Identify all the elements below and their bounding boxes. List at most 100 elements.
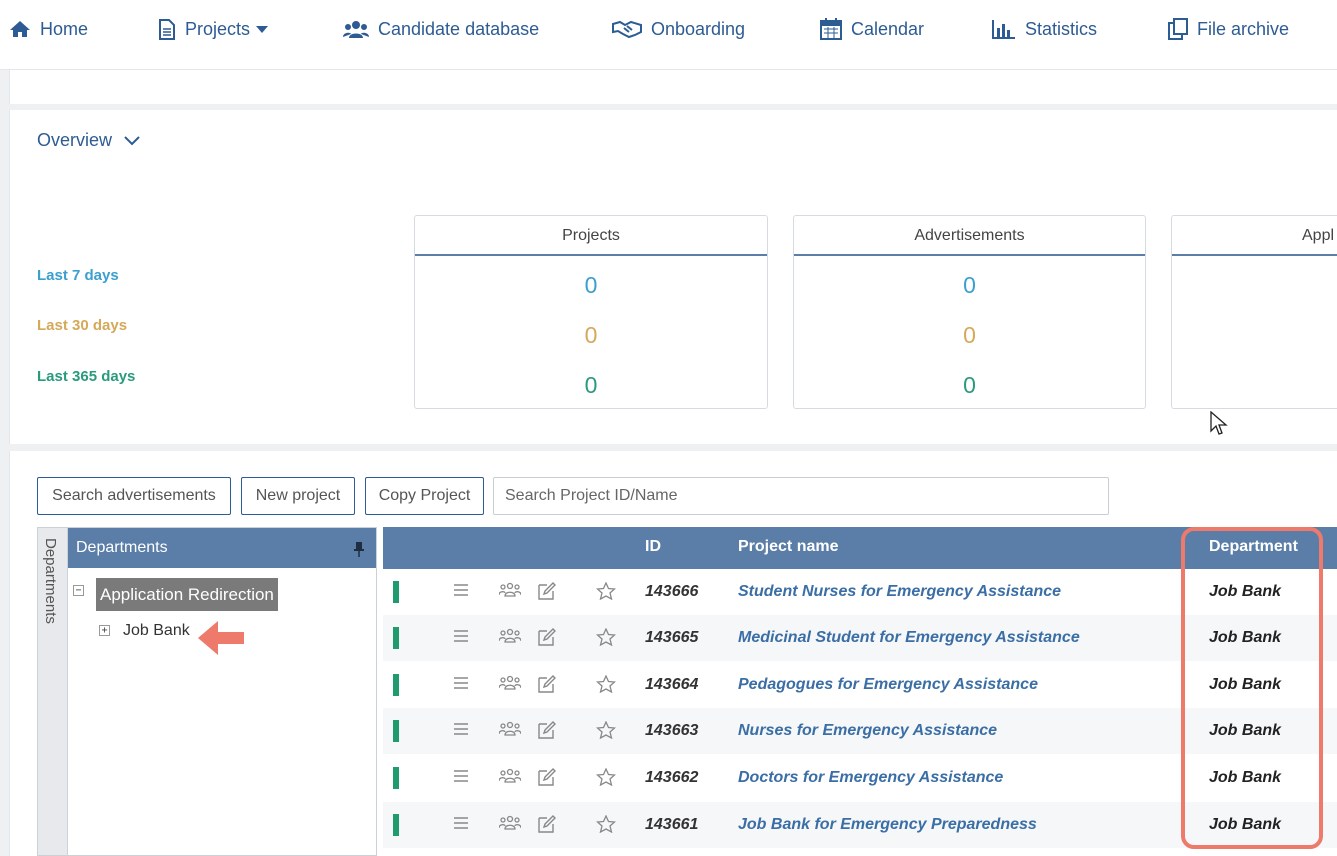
stat-value-365-days: 0 [584, 372, 598, 398]
nav-calendar-label: Calendar [851, 18, 925, 39]
period-last-7-days: Last 7 days [37, 267, 119, 284]
edit-icon[interactable] [537, 582, 557, 600]
nav-onboarding-label: Onboarding [651, 18, 746, 39]
tree-node-job-bank[interactable]: Job Bank [123, 622, 190, 639]
home-icon [10, 21, 30, 37]
departments-side-tab-label: Departments [42, 538, 59, 624]
menu-icon[interactable] [453, 721, 469, 737]
project-name-link[interactable]: Medicinal Student for Emergency Assistan… [738, 629, 1080, 646]
search-advertisements-button[interactable]: Search advertisements [37, 477, 231, 515]
overview-toggle[interactable]: Overview [37, 130, 140, 151]
status-indicator [393, 581, 399, 603]
star-icon[interactable] [596, 815, 616, 833]
pin-icon[interactable] [354, 541, 364, 557]
team-icon[interactable] [499, 675, 521, 691]
project-name-link[interactable]: Student Nurses for Emergency Assistance [738, 583, 1062, 600]
project-department: Job Bank [1209, 583, 1282, 600]
project-name-link[interactable]: Nurses for Emergency Assistance [738, 722, 998, 739]
stat-card-applications: Appl [1171, 215, 1337, 409]
annotation-arrow-icon [198, 621, 244, 655]
menu-icon[interactable] [453, 768, 469, 784]
chevron-down-icon [124, 135, 140, 145]
column-id[interactable]: ID [645, 538, 661, 555]
nav-candidate-database-label: Candidate database [378, 18, 540, 39]
stat-card-title: Projects [415, 216, 767, 256]
edit-icon[interactable] [537, 675, 557, 693]
team-icon[interactable] [499, 628, 521, 644]
edit-icon[interactable] [537, 628, 557, 646]
table-row[interactable]: 143662 Doctors for Emergency Assistance … [383, 755, 1337, 801]
project-department: Job Bank [1209, 722, 1282, 739]
new-project-button[interactable]: New project [241, 477, 355, 515]
stat-card-advertisements: Advertisements 0 0 0 [793, 215, 1146, 409]
nav-file-archive-label: File archive [1197, 18, 1290, 39]
edit-icon[interactable] [537, 721, 557, 739]
project-id: 143666 [645, 583, 699, 600]
handshake-icon [612, 20, 642, 39]
nav-home[interactable]: Home [9, 17, 88, 41]
departments-tree-header: Departments [68, 528, 376, 568]
projects-grid: ID Project name Department 143666 Studen… [383, 527, 1337, 856]
stat-value-365-days: 0 [963, 372, 976, 398]
stat-card-projects: Projects 0 0 0 [414, 215, 768, 409]
tree-node-application-redirection[interactable]: Application Redirection [96, 578, 278, 611]
project-id: 143665 [645, 629, 699, 646]
nav-projects[interactable]: Projects [158, 17, 269, 41]
nav-candidate-database[interactable]: Candidate database [343, 17, 539, 41]
departments-side-tab[interactable]: Departments [37, 527, 68, 856]
column-department[interactable]: Department [1209, 538, 1298, 555]
bar-chart-icon [992, 20, 1015, 39]
stat-card-title: Appl [1172, 216, 1337, 256]
table-row[interactable]: 143666 Student Nurses for Emergency Assi… [383, 569, 1337, 615]
projects-panel: Search advertisements New project Copy P… [9, 451, 1337, 856]
overview-label: Overview [37, 130, 113, 150]
project-name-link[interactable]: Doctors for Emergency Assistance [738, 769, 1004, 786]
star-icon[interactable] [596, 582, 616, 600]
menu-icon[interactable] [453, 628, 469, 644]
table-row[interactable]: 143661 Job Bank for Emergency Preparedne… [383, 802, 1337, 848]
project-id: 143664 [645, 676, 699, 693]
search-project-input[interactable] [493, 477, 1109, 515]
stat-card-title: Advertisements [794, 216, 1145, 256]
column-project-name[interactable]: Project name [738, 538, 839, 555]
project-name-link[interactable]: Pedagogues for Emergency Assistance [738, 676, 1038, 693]
nav-file-archive[interactable]: File archive [1168, 17, 1289, 41]
nav-home-label: Home [40, 18, 89, 39]
star-icon[interactable] [596, 675, 616, 693]
team-icon[interactable] [499, 582, 521, 598]
project-name-link[interactable]: Job Bank for Emergency Preparedness [738, 816, 1037, 833]
document-icon [159, 18, 175, 40]
edit-icon[interactable] [537, 768, 557, 786]
mouse-cursor-icon [1210, 411, 1228, 435]
stat-value-7-days: 0 [584, 272, 598, 298]
table-row[interactable]: 143665 Medicinal Student for Emergency A… [383, 615, 1337, 661]
expand-toggle[interactable]: + [99, 625, 110, 636]
copy-icon [1168, 18, 1188, 40]
star-icon[interactable] [596, 721, 616, 739]
menu-icon[interactable] [453, 582, 469, 598]
star-icon[interactable] [596, 768, 616, 786]
nav-onboarding[interactable]: Onboarding [612, 17, 745, 41]
chevron-down-icon [256, 25, 269, 33]
project-id: 143661 [645, 816, 699, 833]
table-row[interactable]: 143664 Pedagogues for Emergency Assistan… [383, 662, 1337, 708]
team-icon[interactable] [499, 768, 521, 784]
nav-calendar[interactable]: Calendar [820, 17, 924, 41]
overview-panel: Overview Last 7 days Last 30 days Last 3… [9, 110, 1337, 444]
star-icon[interactable] [596, 628, 616, 646]
project-department: Job Bank [1209, 676, 1282, 693]
project-department: Job Bank [1209, 769, 1282, 786]
status-indicator [393, 767, 399, 789]
period-last-30-days: Last 30 days [37, 317, 128, 334]
copy-project-button[interactable]: Copy Project [365, 477, 484, 515]
edit-icon[interactable] [537, 815, 557, 833]
top-navigation: Home Projects Candidate database Onboard… [0, 0, 1337, 70]
team-icon[interactable] [499, 815, 521, 831]
collapse-toggle[interactable]: − [73, 585, 84, 596]
team-icon[interactable] [499, 721, 521, 737]
project-id: 143663 [645, 722, 699, 739]
table-row[interactable]: 143663 Nurses for Emergency Assistance J… [383, 708, 1337, 754]
menu-icon[interactable] [453, 675, 469, 691]
nav-statistics[interactable]: Statistics [992, 17, 1097, 41]
menu-icon[interactable] [453, 815, 469, 831]
